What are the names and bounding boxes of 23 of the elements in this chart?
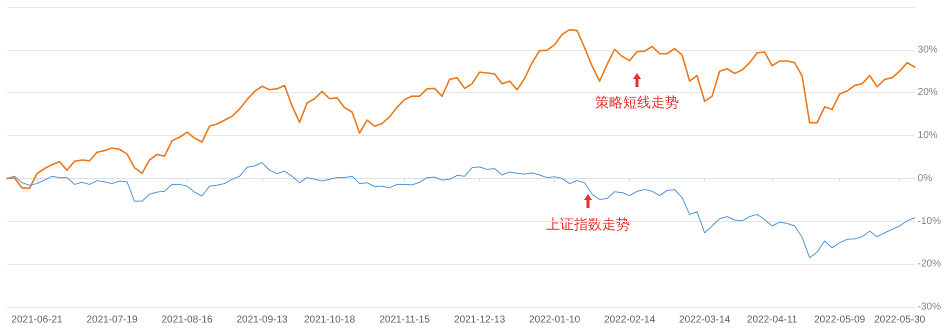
x-tick-label: 2021-10-18	[304, 314, 356, 326]
x-tick-label: 2021-09-13	[236, 314, 288, 326]
x-tick-label: 2021-12-13	[454, 314, 506, 326]
x-tick-label: 2022-03-14	[679, 314, 731, 326]
x-tick-label: 2021-06-21	[11, 314, 64, 326]
x-tick-label: 2021-07-19	[86, 314, 138, 326]
y-tick-label: -10%	[918, 216, 942, 227]
x-tick-label: 2022-01-10	[529, 314, 581, 326]
y-tick-label: 0%	[918, 172, 932, 184]
annotation: 策略短线走势	[595, 95, 679, 111]
x-tick-label: 2022-05-30	[874, 314, 926, 326]
y-tick-label: -30%	[918, 302, 942, 312]
x-tick-label: 2021-08-16	[161, 314, 214, 326]
y-tick-label: 10%	[918, 130, 938, 142]
y-tick-label: 20%	[918, 87, 938, 98]
line-series	[6, 162, 916, 258]
x-tick-label: 2022-02-14	[604, 314, 656, 326]
line-series	[6, 28, 916, 190]
x-tick-label: 2022-05-09	[814, 314, 866, 326]
x-tick-label: 2021-11-15	[379, 314, 430, 326]
x-tick-label: 2022-04-11	[746, 314, 798, 326]
y-tick-label: -20%	[918, 258, 942, 270]
y-tick-label: 30%	[918, 44, 938, 56]
